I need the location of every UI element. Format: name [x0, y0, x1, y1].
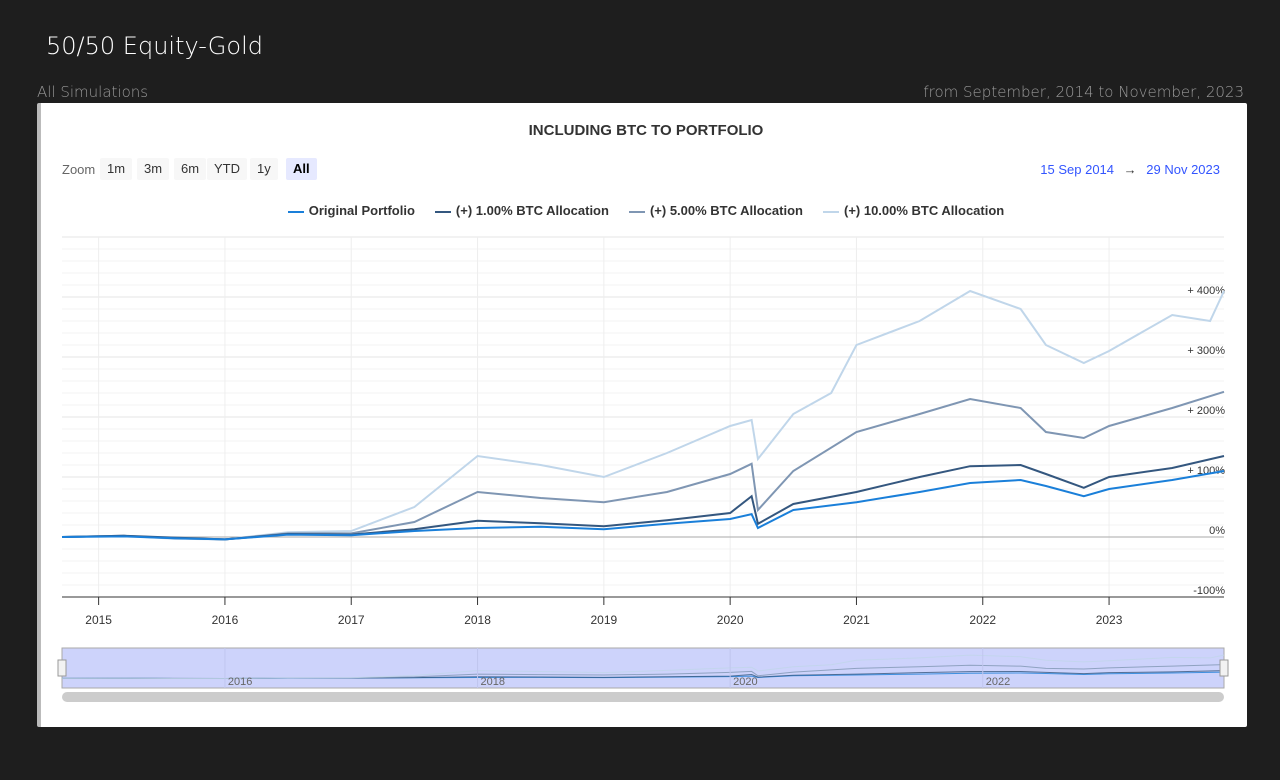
- zoom-button-6m[interactable]: 6m: [174, 158, 207, 180]
- navigator-tick-label: 2022: [986, 676, 1010, 688]
- navigator-tick-label: 2018: [481, 676, 505, 688]
- legend-line-icon: [822, 210, 839, 213]
- legend: Original Portfolio (+) 1.00% BTC Allocati…: [0, 203, 1280, 218]
- series-line: [61, 390, 1225, 541]
- y-tick-label: -100%: [1193, 585, 1225, 597]
- legend-item[interactable]: (+) 5.00% BTC Allocation: [628, 203, 803, 218]
- x-tick-label: 2021: [843, 613, 870, 627]
- navigator-tick-label: 2020: [733, 676, 757, 688]
- zoom-button-all[interactable]: All: [286, 158, 317, 180]
- x-tick-label: 2019: [590, 613, 617, 627]
- y-tick-label: + 300%: [1187, 345, 1225, 357]
- legend-item[interactable]: (+) 1.00% BTC Allocation: [434, 203, 609, 218]
- x-tick-label: 2015: [85, 613, 112, 627]
- legend-line-icon: [434, 210, 451, 213]
- y-tick-label: + 100%: [1187, 465, 1225, 477]
- zoom-label: Zoom: [62, 162, 96, 177]
- series-line: [61, 289, 1225, 541]
- zoom-button-ytd[interactable]: YTD: [207, 158, 247, 180]
- all-simulations-link[interactable]: All Simulations: [37, 83, 149, 101]
- legend-item[interactable]: (+) 10.00% BTC Allocation: [822, 203, 1005, 218]
- range-display: 15 Sep 2014 → 29 Nov 2023: [1040, 162, 1220, 177]
- page-title: 50/50 Equity-Gold: [46, 32, 263, 60]
- zoom-button-1y[interactable]: 1y: [250, 158, 278, 180]
- chart-card: [37, 103, 1247, 727]
- y-tick-label: 0%: [1209, 525, 1225, 537]
- legend-line-icon: [287, 210, 304, 213]
- zoom-button-1m[interactable]: 1m: [100, 158, 133, 180]
- range-from[interactable]: 15 Sep 2014: [1040, 162, 1115, 177]
- navigator-handle[interactable]: [1219, 659, 1229, 677]
- range-to[interactable]: 29 Nov 2023: [1146, 162, 1220, 177]
- navigator-handle[interactable]: [57, 659, 67, 677]
- x-tick-label: 2023: [1096, 613, 1123, 627]
- legend-item[interactable]: Original Portfolio: [287, 203, 415, 218]
- legend-label: (+) 5.00% BTC Allocation: [649, 203, 803, 218]
- legend-label: (+) 10.00% BTC Allocation: [843, 203, 1005, 218]
- chart-title: INCLUDING BTC TO PORTFOLIO: [528, 122, 764, 139]
- navigator-tick-label: 2016: [228, 676, 252, 688]
- x-tick-label: 2020: [717, 613, 744, 627]
- arrow-icon: →: [1123, 162, 1137, 177]
- series-line: [61, 455, 1225, 541]
- series-line: [61, 470, 1225, 541]
- x-tick-label: 2017: [338, 613, 365, 627]
- navigator-series: [61, 654, 1225, 680]
- scrollbar[interactable]: [62, 692, 1224, 702]
- x-tick-label: 2018: [464, 613, 491, 627]
- navigator-selection[interactable]: [61, 647, 1225, 689]
- legend-line-icon: [628, 210, 645, 213]
- zoom-button-3m[interactable]: 3m: [137, 158, 170, 180]
- x-tick-label: 2016: [212, 613, 239, 627]
- legend-label: Original Portfolio: [308, 203, 415, 218]
- x-tick-label: 2022: [969, 613, 996, 627]
- date-range-label: from September, 2014 to November, 2023: [923, 83, 1244, 101]
- y-tick-label: + 400%: [1187, 285, 1225, 297]
- legend-label: (+) 1.00% BTC Allocation: [455, 203, 609, 218]
- y-tick-label: + 200%: [1187, 405, 1225, 417]
